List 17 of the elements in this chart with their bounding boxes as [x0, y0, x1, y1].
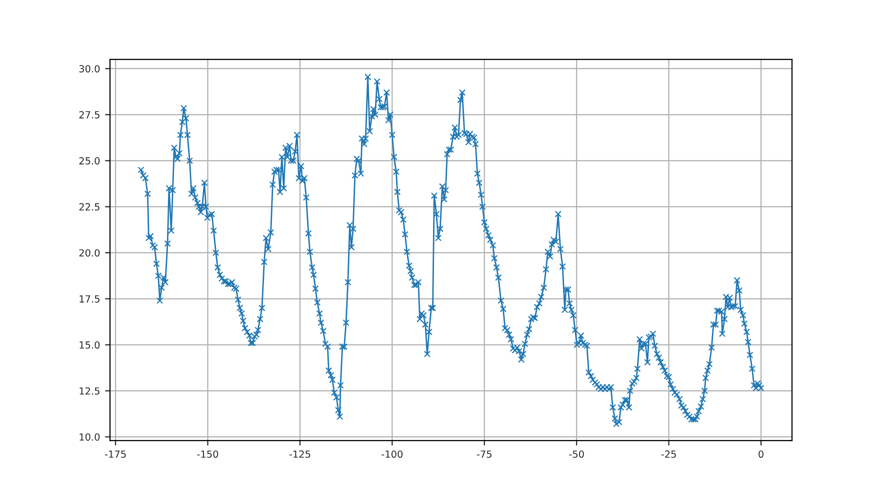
y-tick-label: 20.0 — [79, 249, 100, 257]
y-tick-label: 22.5 — [79, 203, 100, 211]
y-tick-label: 17.5 — [80, 295, 100, 303]
y-tick-label: 27.5 — [79, 111, 100, 118]
y-tick-label: 10.0 — [80, 433, 100, 441]
x-tick-label: -125 — [289, 450, 310, 458]
y-tick-label: 15.0 — [80, 341, 100, 349]
x-tick-label: -100 — [382, 450, 403, 458]
x-tick-label: -150 — [197, 450, 218, 458]
x-tick-label: -25 — [661, 450, 676, 458]
y-tick-label: 12.5 — [80, 387, 100, 395]
y-tick-label: 25.0 — [79, 157, 100, 165]
x-tick-label: -175 — [104, 450, 126, 458]
y-tick-label: 30.0 — [79, 65, 100, 72]
x-tick-label: -75 — [476, 450, 492, 458]
x-tick-label: -50 — [569, 450, 584, 458]
x-tick-label: 0 — [758, 450, 764, 458]
